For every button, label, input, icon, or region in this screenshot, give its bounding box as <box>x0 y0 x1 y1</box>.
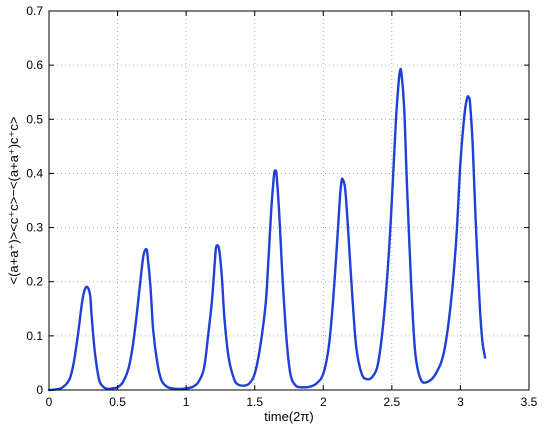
x-axis-label: time(2π) <box>264 409 313 424</box>
y-axis-label: <(a+a⁺)><c⁺c>−<(a+a⁺)c⁺c> <box>6 116 21 284</box>
x-tick-label: 0 <box>46 395 53 409</box>
x-tick-label: 2 <box>320 395 327 409</box>
x-tick-label: 1 <box>183 395 190 409</box>
series-line <box>47 67 487 392</box>
y-tick-label: 0 <box>36 383 43 397</box>
y-tick-label: 0.7 <box>26 4 43 18</box>
y-tick-label: 0.1 <box>26 329 43 343</box>
x-tick-label: 2.5 <box>384 395 401 409</box>
x-tick-label: 0.5 <box>109 395 126 409</box>
y-tick-label: 0.6 <box>26 58 43 72</box>
series-layer <box>47 67 487 392</box>
ticks: 0 0.5 1 1.5 2 2.5 3 3.5 0 0.1 0.2 0.3 0.4 0.5 0.6 0.7 <box>26 4 537 409</box>
y-tick-label: 0.4 <box>26 166 43 180</box>
x-tick-label: 3.5 <box>521 395 538 409</box>
y-tick-label: 0.3 <box>26 221 43 235</box>
x-tick-label: 3 <box>457 395 464 409</box>
y-tick-label: 0.2 <box>26 275 43 289</box>
plot-area-frame <box>48 10 530 391</box>
y-tick-label: 0.5 <box>26 112 43 126</box>
grid <box>49 11 529 390</box>
x-tick-label: 1.5 <box>246 395 263 409</box>
